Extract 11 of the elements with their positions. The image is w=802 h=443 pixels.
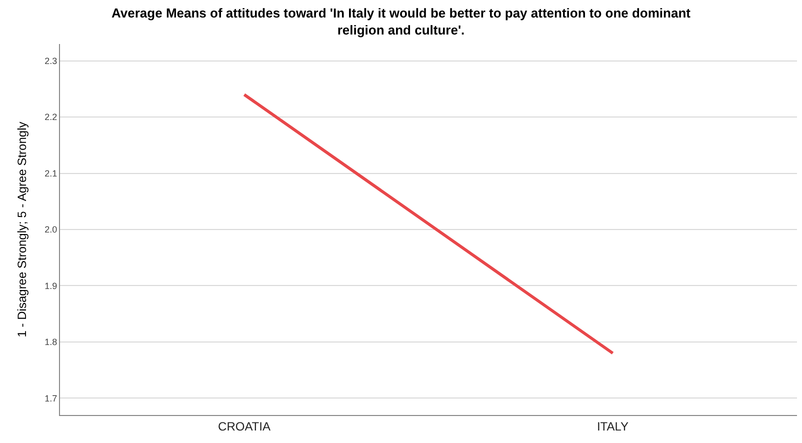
y-tick-label: 1.7 xyxy=(44,393,58,404)
y-tick-label: 1.9 xyxy=(44,280,58,291)
x-tick-label: ITALY xyxy=(596,419,629,434)
y-tick-label: 1.8 xyxy=(44,337,58,348)
y-tick-label: 2.2 xyxy=(44,112,58,122)
y-tick-label: 2.3 xyxy=(44,56,58,66)
y-axis-title: 1 - Disagree Strongly; 5 - Agree Strongly xyxy=(14,122,29,338)
chart-title: Average Means of attitudes toward 'In Italy it would be better to pay attention to one dominant religion and culture'. xyxy=(112,6,692,38)
y-tick-label: 2.1 xyxy=(44,168,58,178)
y-tick-label: 2.0 xyxy=(44,224,58,235)
x-tick-label: CROATIA xyxy=(218,419,270,434)
